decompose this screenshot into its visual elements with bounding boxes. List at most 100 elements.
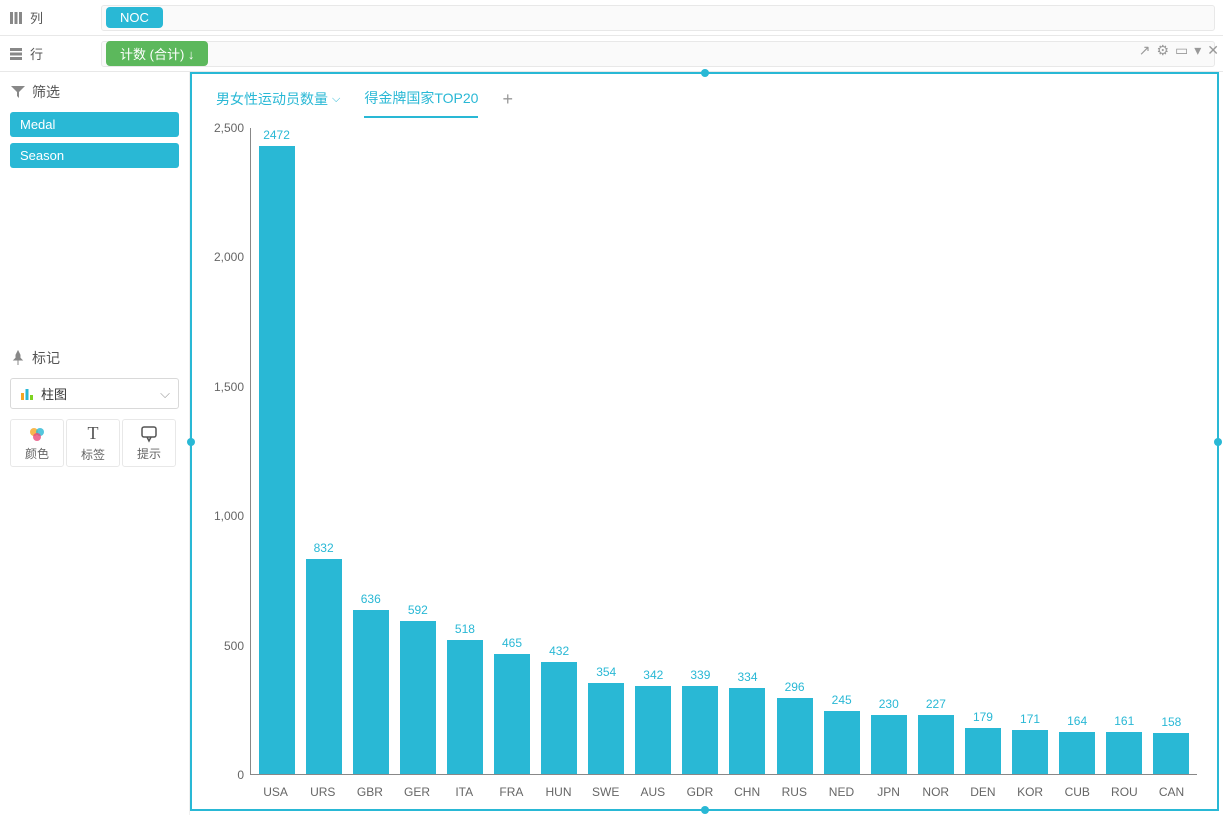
- x-label: CUB: [1058, 785, 1097, 799]
- rows-label: 行: [8, 44, 93, 63]
- gear-icon[interactable]: ⚙: [1156, 42, 1169, 59]
- bar-rus[interactable]: 296: [775, 128, 814, 774]
- bar-ned[interactable]: 245: [822, 128, 861, 774]
- close-icon[interactable]: ✕: [1207, 42, 1219, 59]
- mark-label-button[interactable]: T 标签: [66, 419, 120, 467]
- bar-value-label: 2472: [263, 128, 290, 142]
- mark-type-dropdown[interactable]: 柱图 ⌵: [10, 378, 179, 409]
- bar-value-label: 342: [643, 668, 663, 682]
- marks-header: 标记: [10, 348, 179, 368]
- chart-tabs: 男女性运动员数量 ⌵ 得金牌国家TOP20 +: [192, 74, 1217, 118]
- bar-value-label: 171: [1020, 712, 1040, 726]
- columns-drop-area[interactable]: NOC: [101, 5, 1215, 31]
- chart-panel[interactable]: 男女性运动员数量 ⌵ 得金牌国家TOP20 + 05001,0001,5002,…: [190, 72, 1219, 811]
- x-label: ROU: [1105, 785, 1144, 799]
- tab-gold-top20[interactable]: 得金牌国家TOP20: [364, 88, 478, 118]
- bar-value-label: 245: [832, 693, 852, 707]
- mark-icon-row: 颜色 T 标签 提示: [10, 419, 179, 467]
- add-tab-button[interactable]: +: [502, 89, 513, 118]
- mark-color-button[interactable]: 颜色: [10, 419, 64, 467]
- bar: [588, 683, 624, 774]
- color-icon: [28, 425, 46, 443]
- y-tick: 0: [237, 768, 244, 782]
- y-tick: 2,500: [214, 121, 244, 135]
- bar-value-label: 465: [502, 636, 522, 650]
- y-tick: 1,500: [214, 380, 244, 394]
- x-label: KOR: [1011, 785, 1050, 799]
- bar-value-label: 339: [690, 668, 710, 682]
- fullscreen-icon[interactable]: ▭: [1175, 42, 1188, 59]
- bar-value-label: 227: [926, 697, 946, 711]
- bar: [306, 559, 342, 774]
- x-label: DEN: [963, 785, 1002, 799]
- bar: [682, 686, 718, 774]
- bar-aus[interactable]: 342: [634, 128, 673, 774]
- bar-nor[interactable]: 227: [916, 128, 955, 774]
- bar: [353, 610, 389, 774]
- bar-chart-icon: [19, 386, 35, 402]
- columns-pill-noc[interactable]: NOC: [106, 7, 163, 28]
- bar-fra[interactable]: 465: [492, 128, 531, 774]
- y-axis: 05001,0001,5002,0002,500: [192, 128, 248, 775]
- filter-pill-medal[interactable]: Medal: [10, 112, 179, 137]
- bar-can[interactable]: 158: [1152, 128, 1191, 774]
- bar-value-label: 432: [549, 644, 569, 658]
- chevron-down-icon: ⌵: [332, 93, 340, 106]
- mark-tooltip-button[interactable]: 提示: [122, 419, 176, 467]
- bar: [965, 728, 1001, 774]
- bar: [729, 688, 765, 774]
- bar: [918, 715, 954, 774]
- bar-ita[interactable]: 518: [445, 128, 484, 774]
- columns-label: 列: [8, 8, 93, 27]
- bar-gbr[interactable]: 636: [351, 128, 390, 774]
- bar-jpn[interactable]: 230: [869, 128, 908, 774]
- rows-pill-count[interactable]: 计数 (合计) ↓: [106, 41, 208, 66]
- filter-pill-season[interactable]: Season: [10, 143, 179, 168]
- x-label: HUN: [539, 785, 578, 799]
- label-icon: T: [88, 423, 99, 444]
- filter-icon: [10, 84, 26, 100]
- bar-urs[interactable]: 832: [304, 128, 343, 774]
- columns-text: 列: [30, 8, 43, 27]
- x-label: USA: [256, 785, 295, 799]
- x-label: GER: [397, 785, 436, 799]
- bar-usa[interactable]: 2472: [257, 128, 296, 774]
- bar-cub[interactable]: 164: [1058, 128, 1097, 774]
- rows-drop-area[interactable]: 计数 (合计) ↓: [101, 41, 1215, 67]
- x-label: NOR: [916, 785, 955, 799]
- bar-ger[interactable]: 592: [398, 128, 437, 774]
- dropdown-icon[interactable]: ▾: [1194, 42, 1201, 59]
- chart-container: 05001,0001,5002,0002,500 2472 832636 592 51…: [192, 118, 1217, 809]
- bar-swe[interactable]: 354: [587, 128, 626, 774]
- bar-value-label: 518: [455, 622, 475, 636]
- bar: [1012, 730, 1048, 774]
- export-icon[interactable]: ↗: [1139, 42, 1151, 59]
- bar-hun[interactable]: 432: [540, 128, 579, 774]
- x-label: JPN: [869, 785, 908, 799]
- columns-icon: [8, 10, 24, 26]
- filter-header: 筛选: [10, 82, 179, 102]
- bar: [1153, 733, 1189, 774]
- tab-athlete-count[interactable]: 男女性运动员数量 ⌵: [216, 89, 340, 117]
- bar-rou[interactable]: 161: [1105, 128, 1144, 774]
- x-label: AUS: [633, 785, 672, 799]
- bar-kor[interactable]: 171: [1011, 128, 1050, 774]
- x-label: ITA: [445, 785, 484, 799]
- x-label: NED: [822, 785, 861, 799]
- bar: [824, 711, 860, 774]
- bar: [447, 640, 483, 774]
- bars: 2472 832636 592 518 465 432 354 342 339 334296 245…: [251, 128, 1197, 774]
- columns-shelf: 列 NOC: [0, 0, 1223, 36]
- x-label: GDR: [680, 785, 719, 799]
- bar-chn[interactable]: 334: [728, 128, 767, 774]
- rows-shelf: 行 计数 (合计) ↓ ↗ ⚙ ▭ ▾ ✕: [0, 36, 1223, 72]
- bar: [1059, 732, 1095, 774]
- rows-icon: [8, 46, 24, 62]
- x-label: GBR: [350, 785, 389, 799]
- bar-den[interactable]: 179: [963, 128, 1002, 774]
- x-label: FRA: [492, 785, 531, 799]
- bar-value-label: 592: [408, 603, 428, 617]
- bar-gdr[interactable]: 339: [681, 128, 720, 774]
- pin-icon: [10, 350, 26, 366]
- bar: [871, 715, 907, 774]
